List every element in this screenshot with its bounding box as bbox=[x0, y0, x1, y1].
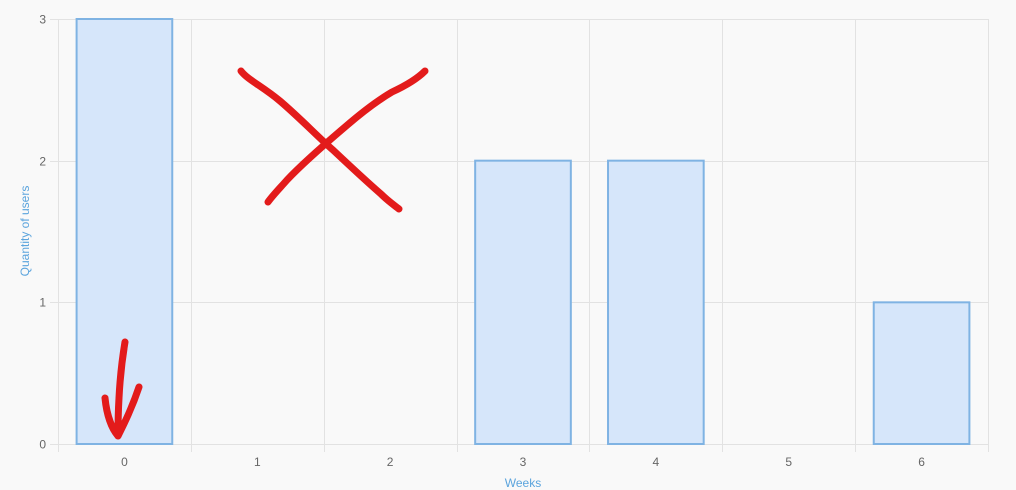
hand-drawn-x bbox=[237, 67, 429, 213]
y-axis-title: Quantity of users bbox=[18, 186, 32, 277]
x-tick-label: 2 bbox=[387, 455, 394, 469]
labels-layer: 0 1 2 3 0 1 2 3 4 5 6 bbox=[39, 13, 925, 470]
x-tick-label: 3 bbox=[520, 455, 527, 469]
y-tick-label: 2 bbox=[39, 155, 46, 169]
x-tick-label: 0 bbox=[121, 455, 128, 469]
bar-week-3[interactable] bbox=[474, 159, 572, 446]
bar-week-0[interactable] bbox=[75, 18, 174, 445]
x-tick-label: 4 bbox=[653, 455, 660, 469]
x-axis-title: Weeks bbox=[505, 476, 541, 490]
y-tick-label: 3 bbox=[39, 13, 46, 27]
annotation-layer bbox=[101, 67, 429, 440]
bars-layer bbox=[75, 18, 971, 446]
bar-week-4[interactable] bbox=[607, 159, 705, 446]
x-tick-label: 5 bbox=[785, 455, 792, 469]
bar-week-6[interactable] bbox=[872, 301, 971, 446]
y-tick-label: 0 bbox=[39, 438, 46, 452]
x-tick-label: 6 bbox=[918, 455, 925, 469]
hand-drawn-arrow bbox=[101, 338, 143, 440]
x-tick-label: 1 bbox=[254, 455, 261, 469]
y-tick-label: 1 bbox=[39, 296, 46, 310]
